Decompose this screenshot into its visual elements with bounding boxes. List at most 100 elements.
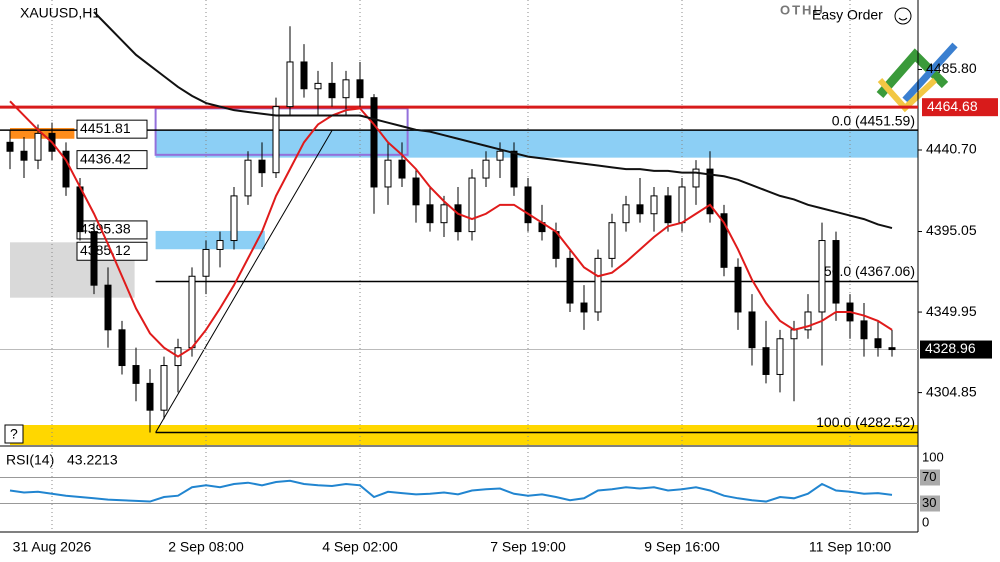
candle-body: [6, 141, 14, 152]
candle-body: [888, 347, 896, 351]
candle-body: [370, 97, 378, 188]
last-price-box: [920, 340, 992, 359]
moving-average: [93, 11, 893, 230]
price-box-label: 4436.42: [80, 150, 131, 166]
candle-body: [230, 195, 238, 242]
candle-body: [818, 240, 826, 313]
price-box: [76, 150, 148, 170]
x-tick-label: 31 Aug 2026: [13, 539, 92, 555]
logo-mark: [876, 48, 949, 98]
y-tick-label: 4485.80: [926, 60, 977, 76]
candle-body: [860, 320, 868, 340]
candle-body: [216, 240, 224, 250]
candle-body: [832, 240, 840, 304]
rsi-tick-box: [920, 469, 940, 486]
candle-body: [342, 79, 350, 99]
price-box-label: 4385.12: [80, 242, 131, 258]
candle-body: [188, 275, 196, 349]
candle-body: [398, 159, 406, 179]
zone: [10, 425, 918, 445]
logo: OTHU: [780, 2, 825, 17]
symbol: XAUUSD,H1: [20, 5, 100, 21]
candle-body: [412, 177, 420, 206]
x-tick-label: 11 Sep 10:00: [809, 539, 891, 555]
rsi-tick-label: 100: [922, 449, 944, 464]
candle-body: [650, 195, 658, 215]
candle-body: [272, 106, 280, 174]
candle-body: [328, 82, 336, 99]
fib-label: 100.0 (4282.52): [816, 414, 915, 430]
candle-body: [720, 213, 728, 268]
price-box-label: 4395.38: [80, 221, 131, 237]
y-tick-label: 4395.05: [926, 222, 977, 238]
candle-body: [762, 347, 770, 375]
candle-body: [608, 222, 616, 259]
zone: [155, 130, 919, 158]
candle-body: [580, 302, 588, 313]
rsi-tick-label: 30: [922, 495, 936, 510]
candle-body: [384, 159, 392, 188]
x-tick-label: 7 Sep 19:00: [490, 539, 566, 555]
help-box[interactable]: [4, 424, 24, 444]
x-tick-label: 9 Sep 16:00: [644, 539, 720, 555]
candle-body: [678, 186, 686, 224]
candle-body: [790, 329, 798, 340]
candle-body: [90, 231, 98, 286]
y-tick-label: 4349.95: [926, 303, 977, 319]
candle-body: [748, 311, 756, 349]
candle-body: [636, 204, 644, 215]
candle-body: [594, 257, 602, 313]
rsi-title: RSI(14): [6, 452, 54, 468]
candle-body: [146, 382, 154, 411]
candle-body: [510, 150, 518, 188]
candle-body: [706, 168, 714, 215]
rsi-tick-label: 0: [922, 514, 929, 529]
candle-body: [804, 311, 812, 331]
candle-body: [160, 365, 168, 411]
logo-mark: [902, 42, 958, 103]
y-tick-label: 4304.85: [926, 383, 977, 399]
candle-body: [258, 159, 266, 174]
fib-label: 50.0 (4367.06): [824, 263, 915, 279]
fib-trend: [155, 130, 333, 433]
candle-body: [566, 257, 574, 304]
candle-body: [622, 204, 630, 224]
zone: [155, 230, 265, 250]
candle-body: [356, 79, 364, 99]
candle-body: [426, 204, 434, 224]
x-tick-label: 4 Sep 02:00: [322, 539, 398, 555]
fib-label: 0.0 (4451.59): [832, 112, 915, 128]
smiley[interactable]: [894, 7, 912, 25]
candle-body: [202, 248, 210, 277]
candle-body: [132, 365, 140, 384]
candle-body: [118, 329, 126, 367]
candle-body: [496, 150, 504, 161]
moving-average: [9, 100, 893, 358]
price-box: [76, 119, 148, 139]
candle-body: [468, 177, 476, 233]
candle-body: [692, 168, 700, 188]
x-tick-label: 2 Sep 08:00: [168, 539, 244, 555]
candle-body: [62, 150, 70, 188]
price-box-label: 4451.81: [80, 120, 131, 136]
rsi-value: 43.2213: [67, 452, 118, 468]
candle-body: [482, 159, 490, 179]
candle-body: [776, 338, 784, 375]
red-level-box: [922, 98, 998, 117]
help[interactable]: ?: [10, 426, 18, 442]
candle-body: [20, 150, 28, 161]
candle-body: [34, 132, 42, 161]
candle-body: [664, 195, 672, 224]
rsi-line: [9, 479, 893, 503]
candle-body: [734, 266, 742, 313]
candle-body: [314, 82, 322, 90]
candle-body: [454, 204, 462, 233]
candle-body: [286, 61, 294, 108]
rsi-tick-label: 70: [922, 469, 936, 484]
rsi-tick-box: [920, 495, 940, 512]
y-tick-label: 4440.70: [926, 141, 977, 157]
candle-body: [300, 61, 308, 90]
easy-order[interactable]: Easy Order: [812, 7, 883, 23]
candle-body: [524, 186, 532, 224]
red-level-label: 4464.68: [927, 98, 978, 114]
